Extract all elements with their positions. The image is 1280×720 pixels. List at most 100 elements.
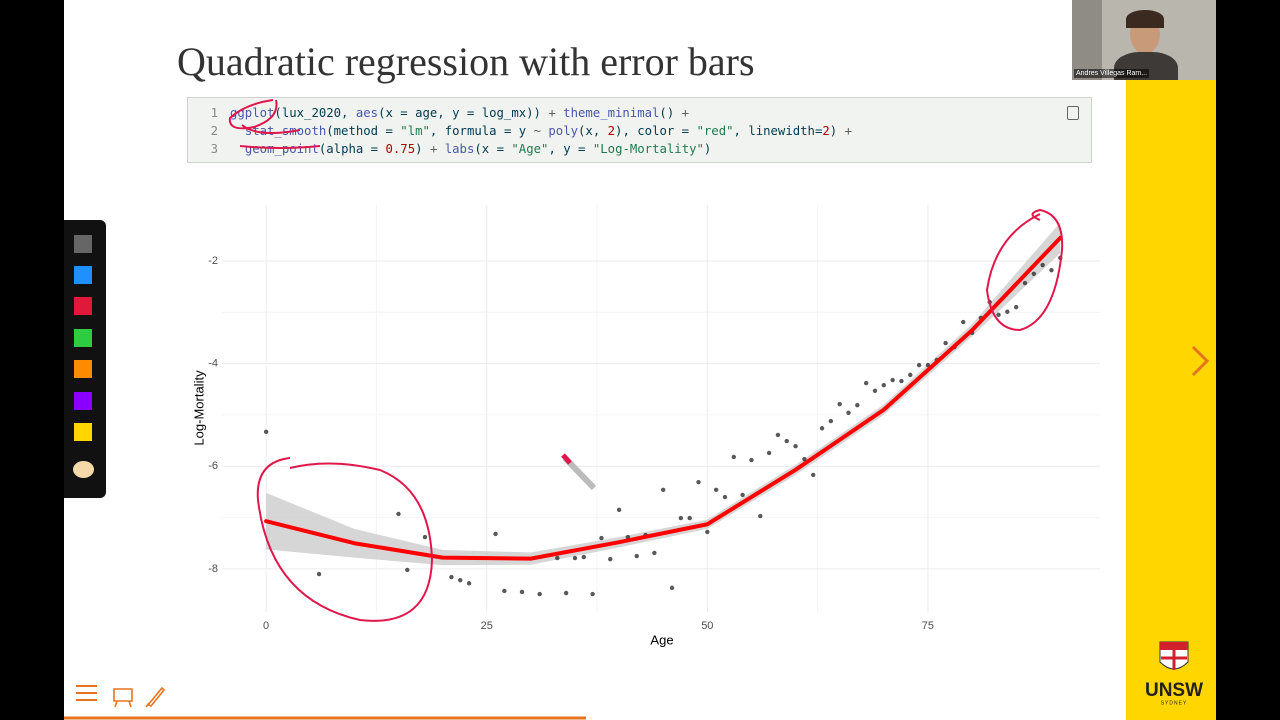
- menu-icon[interactable]: [76, 685, 97, 701]
- pen-red[interactable]: [74, 297, 92, 315]
- data-point: [572, 555, 578, 561]
- code-token: 0.75: [385, 142, 416, 156]
- x-tick-label: 75: [922, 620, 934, 632]
- pen-green[interactable]: [74, 329, 92, 347]
- y-tick-label: -2: [208, 255, 218, 267]
- hair: [1126, 10, 1164, 28]
- pen-orange[interactable]: [74, 360, 92, 378]
- code-token: (lux_2020,: [274, 106, 356, 120]
- pen-yellow[interactable]: [74, 423, 92, 441]
- data-point: [502, 588, 507, 594]
- code-token: ): [829, 124, 845, 138]
- code-token: , y =: [548, 142, 593, 156]
- data-point: [749, 457, 754, 463]
- code-token: "Age": [511, 142, 549, 156]
- data-point: [793, 444, 798, 449]
- fit-line: [264, 235, 1063, 561]
- code-token: (alpha =: [318, 142, 386, 156]
- data-point: [519, 589, 525, 595]
- data-point: [449, 574, 454, 580]
- pen-blue[interactable]: [74, 266, 92, 284]
- data-point: [555, 555, 560, 561]
- code-token: 2: [822, 124, 830, 138]
- y-axis-title: Log-Mortality: [191, 370, 206, 446]
- data-point: [819, 426, 825, 431]
- code-token: +: [844, 124, 852, 138]
- copy-button[interactable]: [1067, 106, 1079, 120]
- data-point: [616, 507, 622, 513]
- data-point: [1040, 262, 1045, 268]
- data-point: [599, 535, 604, 541]
- data-point: [899, 378, 904, 384]
- code-token: poly: [548, 124, 579, 138]
- data-point: [775, 432, 781, 438]
- next-arrow[interactable]: [1191, 345, 1210, 377]
- data-point: [537, 591, 542, 597]
- data-point: [493, 531, 498, 537]
- pen-toolbar: [64, 220, 106, 498]
- line-number: 2: [210, 124, 218, 138]
- data-point: [1013, 304, 1019, 310]
- participant-name: Andres Villegas Ram...: [1074, 69, 1150, 78]
- x-tick-label: 25: [481, 620, 493, 632]
- ink-circle-left: [256, 457, 434, 622]
- data-point: [890, 377, 895, 383]
- code-line: 2 stat_smooth(method = "lm", formula = y…: [188, 122, 852, 140]
- pen-purple[interactable]: [74, 392, 92, 410]
- y-tick-label: -8: [208, 563, 218, 575]
- data-point: [828, 418, 834, 424]
- door: [1072, 0, 1102, 80]
- data-point: [696, 479, 701, 485]
- code-token: ), color =: [615, 124, 697, 138]
- crest-band: [1160, 642, 1188, 650]
- ink-ggplot: [228, 99, 321, 149]
- slides-icon[interactable]: [113, 688, 133, 708]
- webcam: Andres Villegas Ram...: [1072, 0, 1216, 80]
- x-tick-label: 0: [263, 620, 269, 632]
- data-point: [1049, 267, 1054, 273]
- code-token: (x =: [474, 142, 512, 156]
- unsw-logo: UNSW SYDNEY: [1145, 641, 1203, 706]
- data-point: [996, 312, 1001, 318]
- data-point: [784, 438, 789, 444]
- data-point: [678, 515, 684, 521]
- data-point: [590, 591, 595, 597]
- crest-cross: [1161, 650, 1187, 670]
- pen-gray[interactable]: [74, 235, 92, 253]
- data-point: [1031, 271, 1037, 276]
- logo-place: SYDNEY: [1161, 700, 1188, 706]
- code-token: 2: [607, 124, 616, 138]
- data-point: [422, 534, 428, 540]
- slide-title: Quadratic regression with error bars: [177, 39, 755, 84]
- data-point: [908, 372, 913, 378]
- pen-skin[interactable]: [73, 461, 94, 478]
- data-point: [811, 472, 816, 478]
- slide-controls: [64, 345, 1210, 720]
- data-point: [1005, 309, 1010, 314]
- data-point: [881, 382, 887, 388]
- code-token: +: [681, 106, 690, 120]
- code-token: ): [415, 142, 430, 156]
- data-point: [961, 319, 966, 325]
- pen-icon[interactable]: [145, 686, 166, 708]
- code-token: (): [659, 106, 682, 120]
- code-token: ): [703, 142, 712, 156]
- code-token: ~: [533, 124, 541, 138]
- code-token: geom_point: [244, 142, 319, 156]
- code-token: , formula = y: [429, 124, 534, 138]
- data-point: [466, 581, 472, 586]
- data-point: [263, 429, 269, 435]
- code-token: (x = age, y = log_mx)): [378, 106, 549, 120]
- y-tick-label: -4: [208, 357, 218, 369]
- data-point: [316, 571, 322, 577]
- pen-cursor: [561, 453, 597, 491]
- code-token: , linewidth=: [733, 124, 823, 138]
- data-point: [581, 554, 586, 560]
- data-point: [837, 401, 842, 407]
- ink-annotations: [228, 99, 1064, 622]
- confidence-band: [266, 222, 1061, 566]
- code-token: "red": [696, 124, 734, 138]
- logo-name: UNSW: [1145, 680, 1203, 701]
- data-point: [731, 454, 736, 460]
- ink-circle-right: [985, 208, 1064, 332]
